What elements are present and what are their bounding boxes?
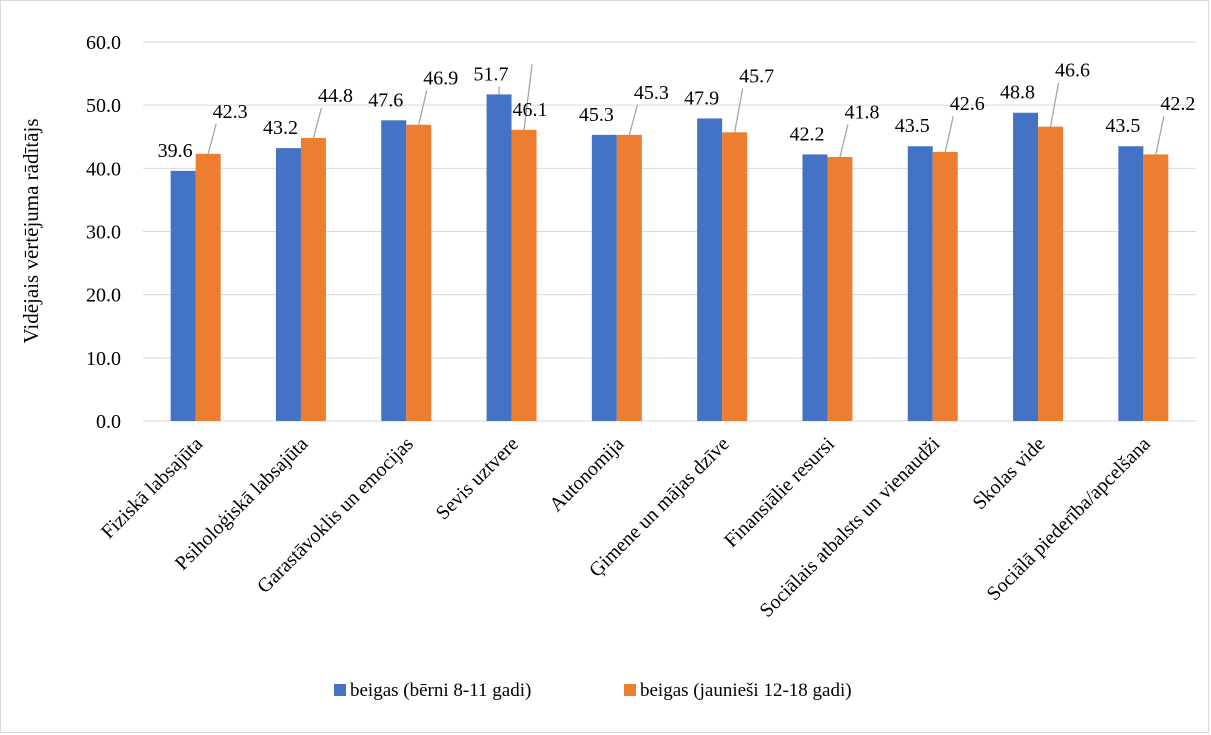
- data-label-series2: 42.3: [213, 101, 248, 123]
- bar-series2: [300, 138, 326, 421]
- bar-series2: [1038, 126, 1064, 421]
- leader-line: [1155, 116, 1165, 155]
- leader-line: [628, 104, 638, 136]
- data-label-series1: 51.7: [474, 63, 509, 85]
- leader-line: [944, 116, 954, 153]
- legend-swatch: [334, 684, 346, 696]
- leader-line: [1049, 82, 1060, 127]
- data-label-series1: 43.2: [263, 117, 298, 139]
- bar-series2: [195, 153, 221, 421]
- bar-series2: [1143, 154, 1169, 422]
- bars: [170, 94, 1169, 422]
- leader-line: [839, 124, 849, 158]
- data-label-series1: 45.3: [579, 104, 614, 126]
- leader-line: [523, 64, 533, 130]
- bar-series1: [170, 170, 196, 421]
- data-label-series2: 44.8: [318, 85, 353, 107]
- y-tick-label: 40.0: [86, 158, 121, 180]
- data-label-series2: 46.1: [513, 99, 548, 121]
- x-category-label: Autonomija: [545, 433, 628, 516]
- label-leader-lines: [207, 64, 1165, 158]
- x-category-label: Sociālais atbalsts un vienaudži: [756, 433, 945, 622]
- bar-series1: [486, 94, 512, 421]
- bar-series2: [511, 129, 537, 421]
- data-label-series1: 39.6: [158, 140, 193, 162]
- y-axis-ticks: 0.0 10.0 20.0 30.0 40.0 50.0 60.0: [86, 32, 121, 433]
- data-label-series2: 46.9: [423, 67, 458, 89]
- y-tick-label: 50.0: [86, 95, 121, 117]
- bar-series2: [406, 124, 432, 421]
- data-label-series2: 42.6: [950, 93, 985, 115]
- bar-series1: [381, 120, 407, 422]
- x-category-label: Sevis uztvere: [432, 433, 523, 524]
- data-label-series2: 41.8: [844, 101, 879, 123]
- x-category-label: Skolas vide: [968, 433, 1049, 514]
- data-label-series2: 45.3: [634, 82, 669, 104]
- y-tick-label: 0.0: [96, 411, 121, 433]
- data-label-series2: 46.6: [1055, 60, 1090, 82]
- data-label-series1: 43.5: [1105, 115, 1140, 137]
- leader-line: [734, 88, 744, 133]
- legend: beigas (bērni 8-11 gadi) beigas (jaunieši…: [334, 680, 852, 701]
- leader-line: [312, 107, 323, 139]
- data-labels: 39.6 42.3 43.2 44.8 47.6 46.9 51.746.1 45.3 45.3…: [158, 60, 1196, 162]
- bar-series2: [722, 132, 748, 421]
- bar-series1: [907, 146, 933, 421]
- bar-series1: [275, 148, 301, 421]
- data-label-series1: 47.6: [368, 89, 403, 111]
- data-label-series2: 45.7: [739, 65, 774, 87]
- y-tick-label: 60.0: [86, 32, 121, 54]
- bar-series2: [827, 156, 853, 422]
- data-label-series1: 43.5: [895, 115, 930, 137]
- legend-label: beigas (jaunieši 12-18 gadi): [640, 680, 852, 701]
- leader-line: [207, 123, 217, 154]
- bar-series1: [802, 154, 828, 422]
- bar-series1: [1013, 112, 1039, 421]
- bar-series1: [1118, 146, 1144, 421]
- data-label-series2: 42.2: [1160, 93, 1195, 115]
- y-tick-label: 30.0: [86, 222, 121, 244]
- x-category-label: Fiziskā labsajūta: [97, 433, 207, 543]
- y-tick-label: 10.0: [86, 348, 121, 370]
- bar-series1: [591, 134, 617, 422]
- bar-series1: [697, 118, 723, 421]
- data-label-series1: 47.9: [684, 87, 719, 109]
- legend-label: beigas (bērni 8-11 gadi): [350, 680, 531, 701]
- y-axis-title: Vidējais vērtējuma rādītājs: [19, 119, 43, 344]
- data-label-series1: 48.8: [1000, 82, 1035, 104]
- legend-swatch: [624, 684, 636, 696]
- x-category-label: Finansiālie resursi: [720, 433, 839, 552]
- bar-series2: [932, 151, 958, 421]
- y-tick-label: 20.0: [86, 285, 121, 307]
- bar-series2: [616, 134, 642, 422]
- leader-line: [418, 90, 428, 125]
- data-label-series1: 42.2: [789, 123, 824, 145]
